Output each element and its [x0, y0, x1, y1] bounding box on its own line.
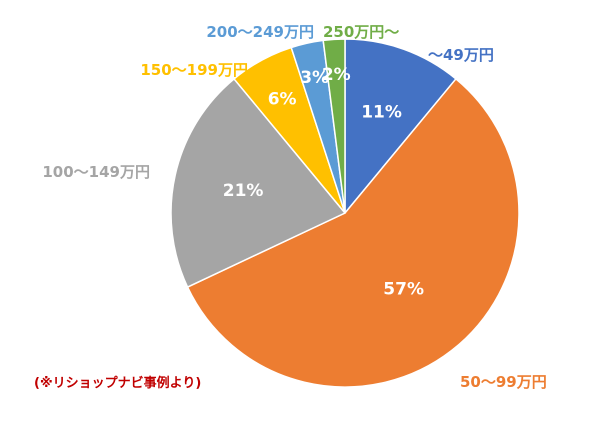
pie-category-labels: 〜49万円 50〜99万円 100〜149万円 150〜199万円 200〜249万円 2… [42, 23, 546, 391]
pie-slice-2 [170, 77, 347, 289]
pie-category-label-3: 150〜199万円 [140, 61, 248, 79]
pie-slice-percent-label-1: 57% [383, 280, 424, 300]
pie-slice-percent-label-3: 6% [268, 90, 297, 110]
pie-slice-labels: 11% 57% 21% 6%3%2% [223, 65, 424, 300]
pie-slice-1 [186, 77, 520, 388]
pie-slice-0 [344, 38, 457, 216]
pie-slice-percent-label-0: 11% [361, 102, 402, 122]
pie-category-label-4: 200〜249万円 [206, 23, 314, 41]
pie-slice-percent-label-5: 2% [322, 65, 351, 85]
pie-slice-5 [322, 38, 346, 214]
pie-category-label-1: 50〜99万円 [460, 373, 547, 391]
pie-slice-percent-label-4: 3% [300, 68, 329, 88]
pie-slices [170, 38, 520, 388]
pie-category-label-5: 250万円〜 [323, 23, 399, 41]
pie-category-label-2: 100〜149万円 [42, 163, 150, 181]
pie-slice-percent-label-2: 21% [223, 181, 264, 201]
pie-category-label-0: 〜49万円 [428, 46, 494, 64]
source-footnote: (※リショップナビ事例より) [34, 375, 201, 391]
